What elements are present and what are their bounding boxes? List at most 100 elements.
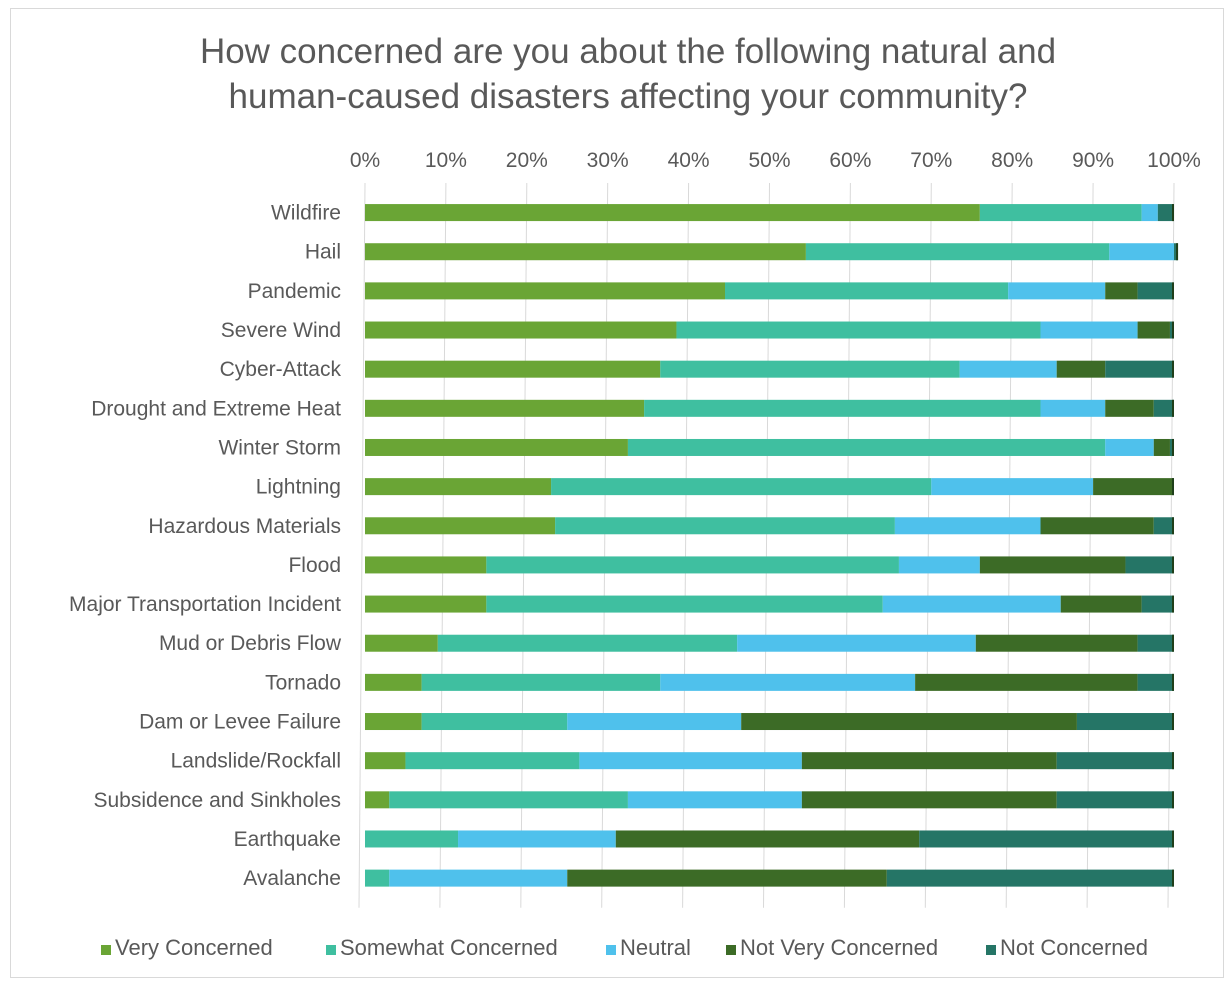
- category-label: Hail: [305, 241, 341, 264]
- bar-segment: [644, 399, 1041, 417]
- bar-segment: [1040, 399, 1106, 417]
- bar-segment: [660, 673, 916, 691]
- bar-segment: [627, 438, 1106, 456]
- bar-segment: [676, 321, 1041, 339]
- legend-label: Neutral: [620, 935, 691, 960]
- bar-segment: [365, 399, 645, 417]
- bar-segment: [615, 830, 920, 848]
- bar-segment: [365, 869, 390, 887]
- chart-title-line-2: human-caused disasters affecting your co…: [229, 77, 1028, 116]
- bar-segment: [1137, 321, 1170, 339]
- bar-segment: [801, 752, 1057, 770]
- category-label: Hazardous Materials: [148, 515, 341, 538]
- bar-segment: [1093, 478, 1174, 496]
- x-tick-label: 50%: [748, 149, 790, 172]
- bar-segment: [389, 791, 628, 809]
- category-label: Lightning: [256, 476, 341, 499]
- legend-swatch: [986, 945, 996, 955]
- gridlines: [358, 182, 1175, 908]
- legend: Very Concerned Somewhat Concerned Neutral N…: [101, 935, 1148, 960]
- bar-end-cap: [1172, 438, 1174, 456]
- bar-segment: [801, 791, 1057, 809]
- bar-segment: [1169, 438, 1174, 456]
- bar-segment: [894, 517, 1041, 535]
- bar-segment: [1060, 595, 1142, 613]
- bar-segment: [959, 360, 1057, 378]
- category-labels: Wildfire Hail Pandemic Severe Wind Cyber-Att…: [69, 202, 342, 891]
- x-tick-label: 30%: [587, 149, 629, 172]
- bar-end-cap: [1172, 399, 1174, 417]
- bar-segment: [898, 556, 980, 574]
- bar-segment: [886, 869, 1174, 887]
- bar-segment: [365, 556, 487, 574]
- bar-segment: [975, 634, 1138, 652]
- bars: [365, 204, 1179, 887]
- bar-segment: [979, 204, 1142, 222]
- legend-label: Not Concerned: [1000, 935, 1148, 960]
- gridline: [520, 182, 528, 908]
- bar-segment: [405, 752, 580, 770]
- bar-segment: [365, 791, 390, 809]
- bar-segment: [437, 634, 738, 652]
- category-label: Drought and Extreme Heat: [91, 397, 341, 420]
- legend-swatch: [326, 945, 336, 955]
- category-label: Mud or Debris Flow: [159, 632, 342, 655]
- bar-segment: [1109, 243, 1174, 261]
- bar-segment: [1040, 517, 1154, 535]
- category-label: Cyber-Attack: [220, 358, 342, 381]
- bar-end-cap: [1172, 360, 1174, 378]
- bar-end-cap: [1172, 791, 1174, 809]
- bar-end-cap: [1172, 321, 1174, 339]
- bar-segment: [365, 752, 406, 770]
- chart-frame: How concerned are you about the followin…: [10, 8, 1224, 978]
- bar-segment: [579, 752, 802, 770]
- bar-end-cap: [1172, 634, 1174, 652]
- bar-segment: [1153, 399, 1174, 417]
- category-label: Avalanche: [243, 867, 341, 890]
- bar-segment: [882, 595, 1061, 613]
- chart-title: How concerned are you about the followin…: [200, 32, 1056, 116]
- bar-segment: [1105, 438, 1154, 456]
- bar-segment: [1040, 321, 1138, 339]
- bar-segment: [805, 243, 1110, 261]
- bar-segment: [1125, 556, 1174, 574]
- x-tick-label: 80%: [991, 149, 1033, 172]
- x-tick-label: 10%: [425, 149, 467, 172]
- x-tick-label: 20%: [506, 149, 548, 172]
- gridline: [1086, 182, 1094, 908]
- bar-end-cap: [1172, 478, 1174, 496]
- category-label: Flood: [288, 554, 341, 577]
- gridline: [1167, 182, 1175, 908]
- category-label: Pandemic: [248, 280, 341, 303]
- bar-segment: [1153, 517, 1174, 535]
- bar-segment: [741, 713, 1077, 731]
- bar-segment: [1169, 321, 1174, 339]
- bar-segment: [365, 204, 980, 222]
- bar-segment: [1056, 360, 1106, 378]
- bar-segment: [1056, 752, 1174, 770]
- bar-segment: [567, 713, 742, 731]
- bar-segment: [555, 517, 895, 535]
- category-label: Major Transportation Incident: [69, 593, 341, 616]
- category-label: Tornado: [265, 671, 341, 694]
- bar-segment: [365, 517, 556, 535]
- bar-segment: [1174, 243, 1179, 261]
- category-label: Landslide/Rockfall: [171, 750, 341, 773]
- bar-segment: [1137, 673, 1174, 691]
- bar-segment: [421, 713, 568, 731]
- gridline: [1005, 182, 1013, 908]
- bar-segment: [915, 673, 1138, 691]
- bar-end-cap: [1176, 243, 1179, 261]
- bar-end-cap: [1172, 517, 1174, 535]
- bar-segment: [979, 556, 1126, 574]
- bar-end-cap: [1172, 556, 1174, 574]
- bar-segment: [725, 282, 1009, 300]
- category-label: Wildfire: [271, 202, 341, 225]
- category-label: Severe Wind: [221, 319, 341, 342]
- bar-segment: [365, 595, 487, 613]
- gridline: [358, 182, 366, 908]
- bar-segment: [365, 282, 726, 300]
- bar-segment: [1076, 713, 1174, 731]
- bar-segment: [365, 243, 806, 261]
- x-axis-ticks: 0% 10% 20% 30% 40% 50% 60% 70% 80% 90% 100%: [350, 149, 1201, 172]
